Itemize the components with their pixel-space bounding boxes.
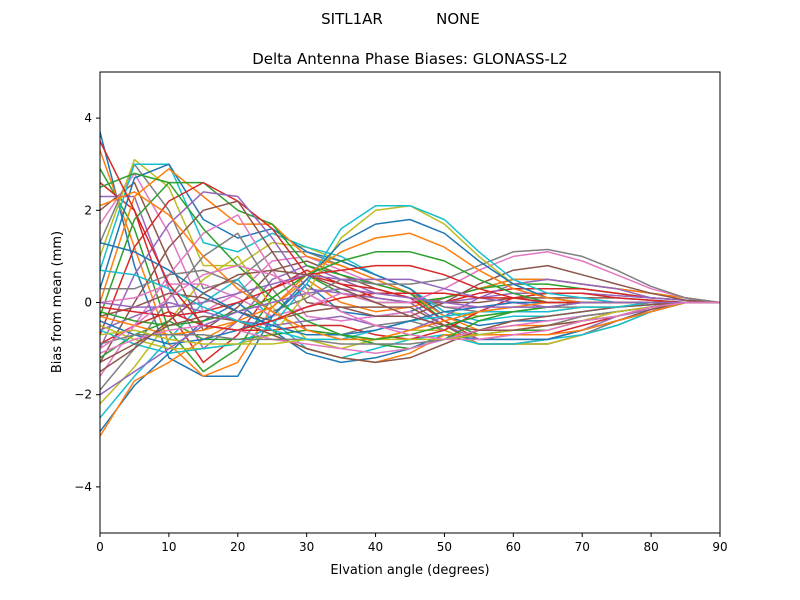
- x-tick-label: 10: [161, 540, 176, 554]
- x-tick-label: 80: [643, 540, 658, 554]
- series-line-27: [100, 251, 720, 318]
- chart-title: Delta Antenna Phase Biases: GLONASS-L2: [252, 50, 568, 68]
- axes-layer: 0 10 20 30 40 50 60 70 80 90 −4 −2 0 2 4: [74, 71, 728, 554]
- x-tick-label: 60: [506, 540, 521, 554]
- series-line-6: [100, 181, 720, 331]
- y-tick-label: 2: [84, 203, 92, 217]
- x-tick-label: 20: [230, 540, 245, 554]
- y-tick-label: −2: [74, 388, 92, 402]
- series-line-28: [100, 248, 720, 313]
- x-tick-label: 90: [712, 540, 727, 554]
- series-line-40: [100, 269, 720, 341]
- x-tick-label: 50: [437, 540, 452, 554]
- x-tick-label: 70: [575, 540, 590, 554]
- x-tick-label: 40: [368, 540, 383, 554]
- x-axis-label: Elvation angle (degrees): [330, 563, 489, 578]
- y-tick-label: −4: [74, 480, 92, 494]
- x-tick-label: 0: [96, 540, 104, 554]
- series-line-47: [100, 264, 720, 350]
- y-axis-label: Bias from mean (mm): [50, 231, 65, 373]
- y-tick-label: 0: [84, 296, 92, 310]
- series-line-39: [100, 301, 720, 345]
- series-line-45: [100, 287, 720, 396]
- station-name: SITL1AR: [321, 10, 383, 28]
- x-tick-label: 30: [299, 540, 314, 554]
- series-layer: [100, 131, 720, 437]
- y-tick-label: 4: [84, 111, 92, 125]
- radome-name: NONE: [436, 10, 480, 28]
